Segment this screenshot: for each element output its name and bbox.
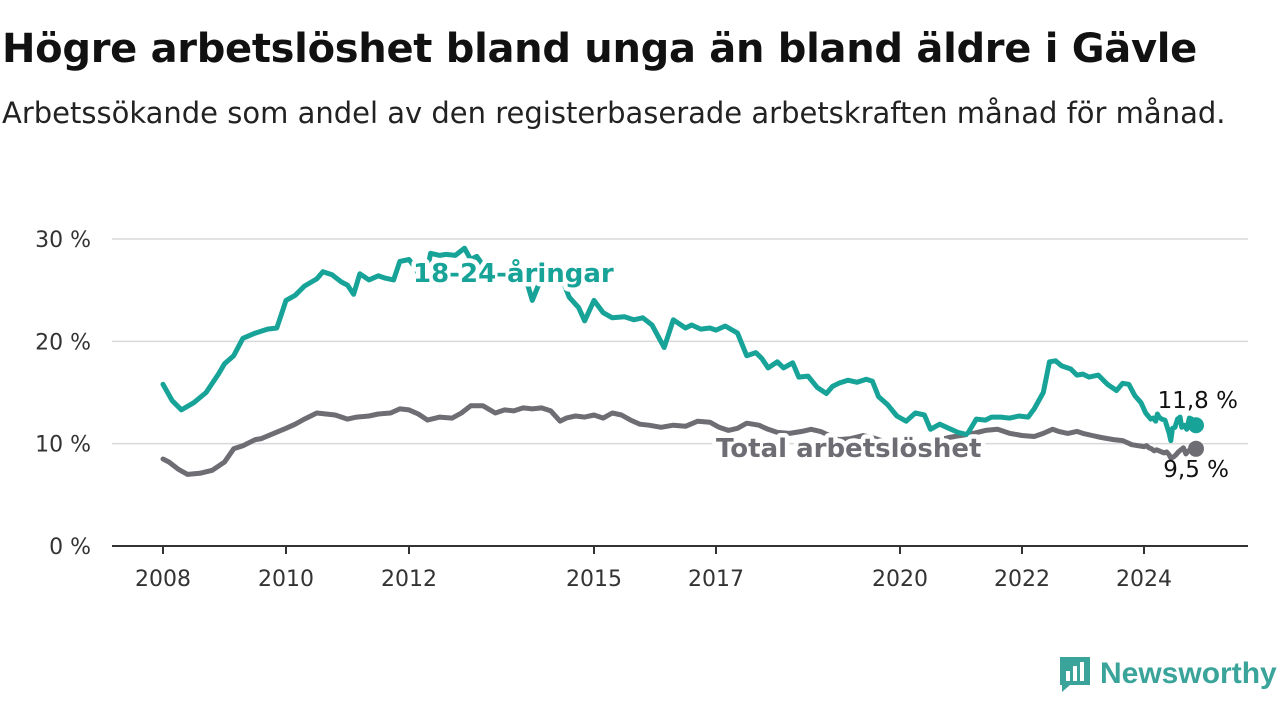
chart-subtitle: Arbetssökande som andel av den registerb… [2,96,1226,130]
x-axis-ticks: 2008 2010 2012 2015 2017 2020 2022 2024 [112,545,1248,592]
y-tick-label: 10 % [35,433,91,458]
series-line-18-24 [160,245,1199,444]
x-tick-label: 2017 [688,567,744,592]
x-tick-label: 2022 [994,567,1050,592]
y-tick-label: 0 % [49,535,91,560]
series-label-18-24-halo: 18-24-åringar [413,257,614,289]
newsworthy-logo: Newsworthy [1058,654,1277,694]
x-tick-label: 2024 [1116,567,1172,592]
end-value-total: 9,5 % [1163,457,1229,483]
end-point-total [1188,440,1204,457]
x-tick-label: 2020 [872,567,928,592]
newsworthy-logo-text: Newsworthy [1100,657,1277,690]
series-label-18-24: 18-24-åringar [413,257,614,289]
y-tick-label: 30 % [35,228,91,253]
series-lines [160,245,1204,477]
series-line-total [160,403,1199,477]
newsworthy-logo-icon [1060,657,1090,692]
grid-lines [112,238,1248,445]
y-axis-ticks: 0 % 10 % 20 % 30 % [35,228,91,560]
series-label-total: Total arbetslöshet [716,434,981,464]
x-tick-label: 2015 [566,567,622,592]
end-point-18-24 [1188,417,1204,434]
x-tick-label: 2010 [258,567,314,592]
end-value-18-24: 11,8 % [1158,388,1238,414]
x-tick-label: 2008 [135,567,191,592]
series-label-total-halo: Total arbetslöshet [716,434,981,464]
x-tick-label: 2012 [381,567,437,592]
y-tick-label: 20 % [35,330,91,355]
chart-title: Högre arbetslöshet bland unga än bland ä… [2,26,1197,72]
